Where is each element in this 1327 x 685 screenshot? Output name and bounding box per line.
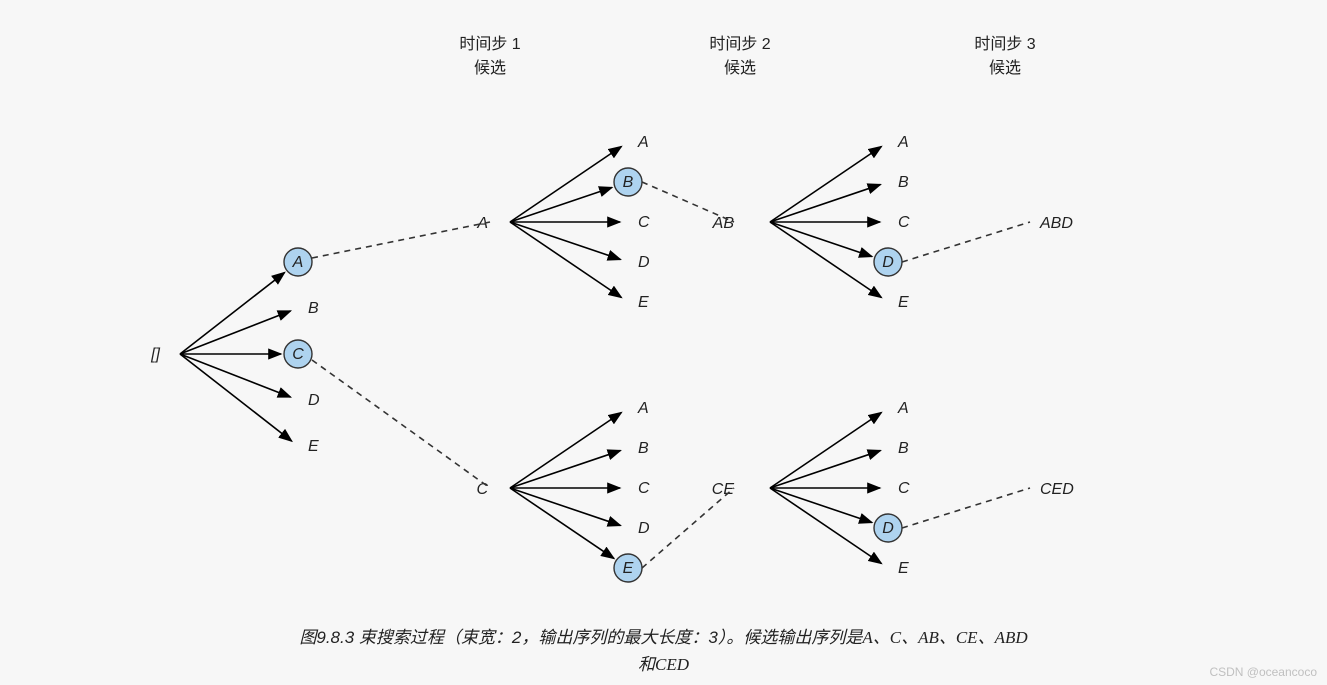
expand-arrow (770, 451, 880, 488)
carry-dashed-edge (312, 360, 490, 488)
candidate-label: A (897, 400, 909, 417)
caption-text: 、 (873, 628, 890, 647)
expand-arrow (510, 187, 612, 222)
candidate-label: C (898, 480, 910, 497)
expand-arrow (770, 488, 881, 564)
timestep-header: 时间步 2候选 (680, 30, 800, 78)
selected-node-label: D (882, 254, 894, 271)
timestep-header-line2: 候选 (945, 54, 1065, 78)
output-sequence-label: ABD (1039, 215, 1073, 232)
caption-math: CED (655, 655, 689, 674)
candidate-label: D (638, 254, 650, 271)
caption-text: 束搜索过程（束宽：2，输出序列的最大长度：3）。候选输出序列是 (354, 628, 862, 647)
carry-dashed-edge (642, 488, 734, 568)
carry-dashed-edge (902, 222, 1030, 262)
branch-origin-label: CE (712, 481, 735, 498)
expand-arrow (180, 311, 291, 354)
timestep-header-line1: 时间步 1 (430, 30, 550, 54)
candidate-label: C (638, 214, 650, 231)
caption-math: ABD (995, 628, 1028, 647)
figure-caption: 图9.8.3 束搜索过程（束宽：2，输出序列的最大长度：3）。候选输出序列是A、… (0, 624, 1327, 678)
expand-arrow (770, 488, 872, 523)
expand-arrow (510, 146, 621, 222)
expand-arrow (180, 354, 292, 441)
caption-math: CE (956, 628, 978, 647)
expand-arrow (770, 146, 881, 222)
candidate-label: B (308, 300, 319, 317)
expand-arrow (510, 412, 621, 488)
caption-math: AB (918, 628, 939, 647)
selected-node-label: E (623, 560, 634, 577)
selected-node-label: B (623, 174, 634, 191)
timestep-header-line1: 时间步 3 (945, 30, 1065, 54)
expand-arrow (770, 222, 881, 298)
candidate-label: E (638, 294, 649, 311)
candidate-label: D (308, 392, 320, 409)
candidate-label: B (638, 440, 649, 457)
expand-arrow (510, 222, 621, 298)
caption-text: 和 (638, 655, 655, 674)
caption-math: A (862, 628, 872, 647)
output-sequence-label: CED (1040, 481, 1074, 498)
selected-node-label: C (292, 346, 304, 363)
caption-text: 图9.8.3 (299, 628, 354, 647)
timestep-header: 时间步 3候选 (945, 30, 1065, 78)
candidate-label: E (898, 294, 909, 311)
selected-node-label: D (882, 520, 894, 537)
candidate-label: A (637, 134, 649, 151)
candidate-label: C (638, 480, 650, 497)
expand-arrow (510, 488, 620, 525)
candidate-label: D (638, 520, 650, 537)
expand-arrow (180, 354, 291, 397)
candidate-label: E (898, 560, 909, 577)
candidate-label: A (637, 400, 649, 417)
expand-arrow (510, 222, 620, 259)
caption-text: 、 (939, 628, 956, 647)
candidate-label: C (898, 214, 910, 231)
expand-arrow (770, 412, 881, 488)
watermark: CSDN @oceancoco (1209, 665, 1317, 679)
caption-text: 、 (978, 628, 995, 647)
expand-arrow (180, 272, 285, 354)
candidate-label: A (897, 134, 909, 151)
caption-text: 、 (901, 628, 918, 647)
timestep-header: 时间步 1候选 (430, 30, 550, 78)
carry-dashed-edge (312, 222, 490, 258)
expand-arrow (510, 488, 614, 558)
timestep-header-line2: 候选 (430, 54, 550, 78)
caption-math: C (890, 628, 901, 647)
expand-arrow (510, 451, 620, 488)
beam-search-diagram: []ABCDEAABCDECABCDEABABCDECEABCDEABDCED (0, 0, 1327, 685)
expand-arrow (770, 185, 880, 222)
timestep-header-line2: 候选 (680, 54, 800, 78)
candidate-label: E (308, 438, 319, 455)
carry-dashed-edge (902, 488, 1030, 528)
branch-origin-label: C (476, 481, 488, 498)
timestep-header-line1: 时间步 2 (680, 30, 800, 54)
candidate-label: B (898, 174, 909, 191)
candidate-label: B (898, 440, 909, 457)
selected-node-label: A (292, 254, 304, 271)
root-label: [] (150, 346, 160, 363)
expand-arrow (770, 222, 872, 257)
